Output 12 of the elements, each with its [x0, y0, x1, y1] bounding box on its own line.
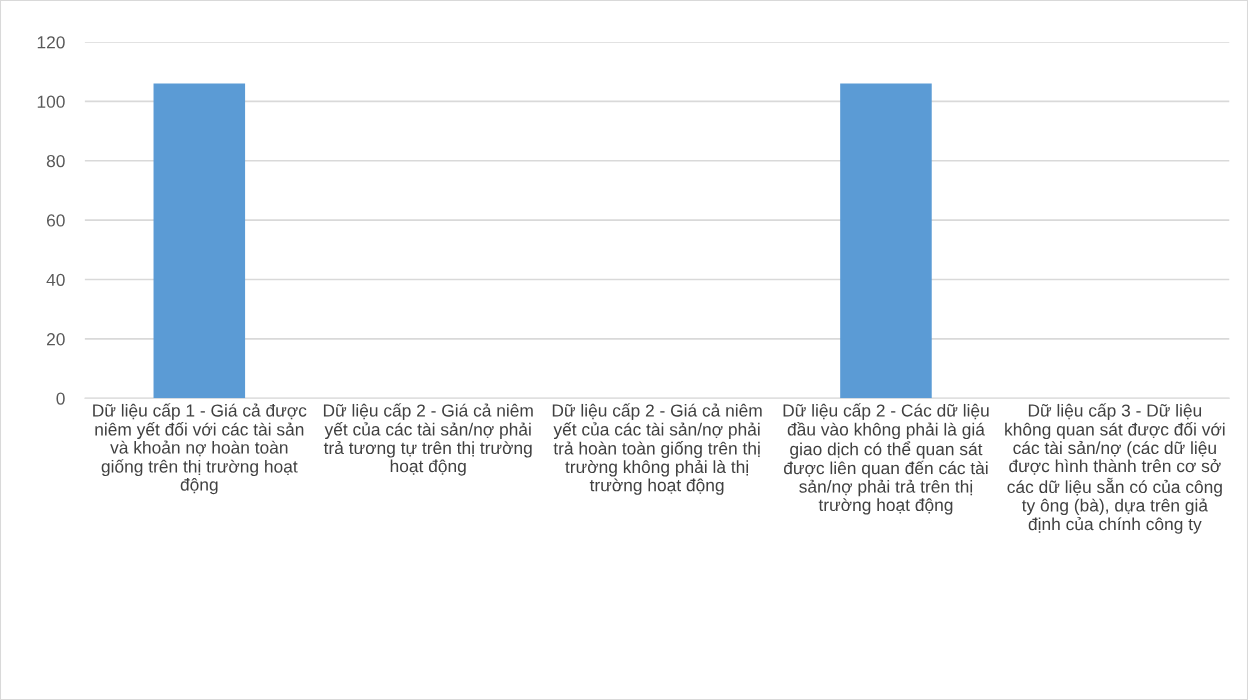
- y-tick-label: 120: [37, 36, 65, 49]
- x-tick-label: Dữ liệu cấp 1 - Giá cả được niêm yết đối với các tài sản và khoản nợ hoàn toàn giống trên thị trường hoạt động: [93, 403, 307, 495]
- x-tick-label: Dữ liệu cấp 2 - Các dữ liệu đầu vào không phải là giá giao dịch có thể quan sát được liên quan đến các tài sản/nợ phải trả trên thị trường hoạt động: [783, 403, 989, 515]
- y-tick-label: 40: [46, 273, 65, 286]
- x-tick-label: Dữ liệu cấp 2 - Giá cả niêm yết của các tài sản/nợ phải trả tương tự trên thị trường hoạt động: [323, 403, 533, 476]
- y-tick-label: 20: [46, 333, 65, 346]
- y-tick-label: 80: [46, 154, 65, 168]
- y-tick-label: 60: [46, 214, 65, 227]
- y-tick-label: 100: [37, 95, 65, 108]
- y-tick-label: 0: [56, 392, 65, 405]
- x-tick-label: Dữ liệu cấp 2 - Giá cả niêm yết của các tài sản/nợ phải trả hoàn toàn giống trên thị trường không phải là thị trường hoạt động: [552, 403, 762, 495]
- x-tick-label: Dữ liệu cấp 3 - Dữ liệu không quan sát được đối với các tài sản/nợ (các dữ liệu được hình thành trên cơ sở các dữ liệu sẵn có của công ty ông (bà), dựa trên giả định của chính công ty: [1005, 403, 1225, 534]
